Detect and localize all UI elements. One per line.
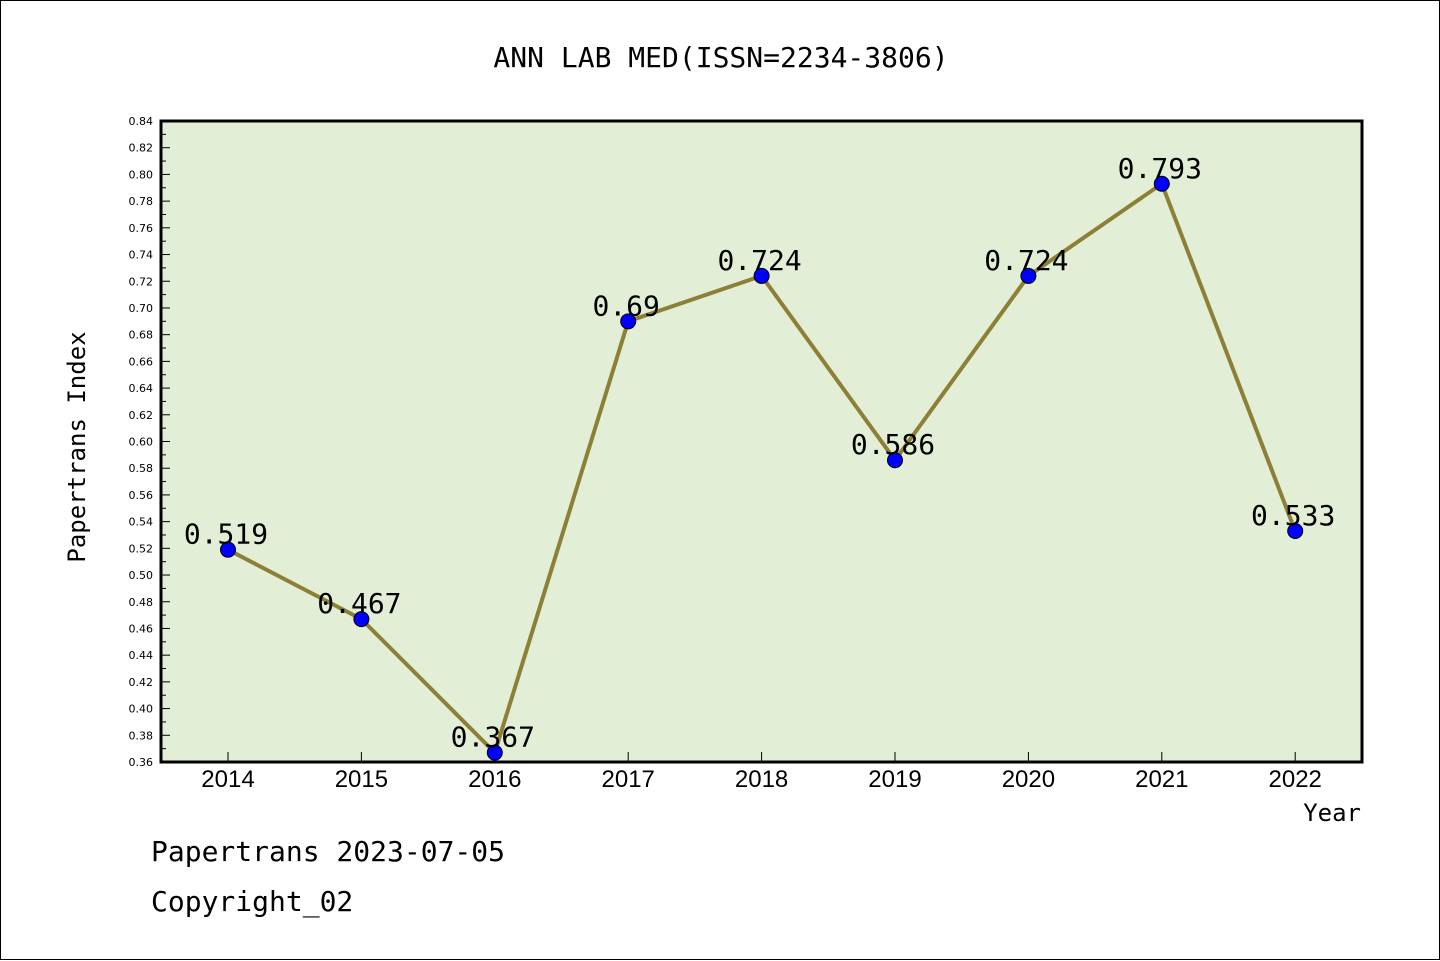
data-point	[486, 744, 503, 761]
data-label: 0.467	[317, 587, 401, 620]
y-tick-label: 0.62	[129, 409, 154, 422]
y-tick-label: 0.36	[129, 756, 154, 769]
footer-copyright: Copyright_02	[151, 885, 354, 918]
data-label: 0.533	[1251, 499, 1335, 532]
x-tick-label: 2018	[735, 766, 788, 793]
series-papertrans-index: 0.519 0.467 0.367 0.69 0.724 0.586 0.724 0.793 0…	[184, 152, 1335, 761]
y-tick-label: 0.68	[129, 329, 154, 342]
x-tick-label: 2015	[335, 766, 388, 793]
y-tick-label: 0.48	[129, 596, 154, 609]
chart-title: ANN LAB MED(ISSN=2234-3806)	[493, 41, 948, 74]
y-tick-label: 0.52	[129, 542, 154, 555]
y-tick-label: 0.78	[129, 195, 154, 208]
x-axis-label: Year	[1303, 799, 1361, 827]
data-point	[220, 541, 236, 558]
data-label: 0.367	[451, 721, 535, 754]
x-tick-label: 2016	[468, 766, 521, 793]
data-label: 0.724	[984, 244, 1068, 277]
x-tick-label: 2021	[1135, 766, 1188, 793]
y-tick-label: 0.82	[129, 142, 154, 155]
y-tick-label: 0.74	[129, 249, 154, 262]
y-tick-label: 0.64	[129, 382, 154, 395]
data-point	[1153, 175, 1170, 192]
y-tick-label: 0.58	[129, 462, 154, 475]
y-tick-label: 0.42	[129, 676, 154, 689]
data-label: 0.586	[851, 428, 935, 461]
x-tick-label: 2019	[868, 766, 921, 793]
x-tick-label: 2017	[602, 766, 655, 793]
data-point	[753, 267, 770, 284]
footer-date: Papertrans 2023-07-05	[151, 835, 506, 868]
y-tick-label: 0.38	[129, 729, 154, 742]
y-tick-label: 0.40	[129, 703, 154, 716]
y-tick-label: 0.60	[129, 436, 154, 449]
data-label: 0.724	[717, 244, 801, 277]
y-tick-label: 0.50	[129, 569, 154, 582]
y-tick-label: 0.76	[129, 222, 154, 235]
data-label: 0.69	[592, 289, 659, 322]
data-point	[353, 611, 370, 628]
x-axis: 2014 2015 2016 2017 2018 2019 2020 2021 2022	[201, 752, 1322, 793]
data-point	[887, 452, 903, 469]
y-axis: 0.36 0.38 0.40 0.42 0.44 0.46 0.48 0.50 0.52 0.54…	[129, 115, 170, 769]
data-label: 0.519	[184, 518, 268, 551]
data-point	[1287, 522, 1304, 539]
y-axis-label: Papertrans Index	[63, 331, 91, 562]
x-tick-label: 2014	[201, 766, 254, 793]
x-tick-label: 2020	[1002, 766, 1055, 793]
plot-area	[159, 119, 1364, 764]
y-tick-label: 0.56	[129, 489, 154, 502]
data-label: 0.793	[1118, 152, 1202, 185]
y-tick-label: 0.46	[129, 622, 154, 635]
y-tick-label: 0.70	[129, 302, 154, 315]
data-point	[620, 313, 637, 330]
y-tick-label: 0.80	[129, 168, 154, 181]
y-tick-label: 0.54	[129, 516, 154, 529]
x-tick-label: 2022	[1269, 766, 1322, 793]
y-tick-label: 0.66	[129, 355, 154, 368]
y-tick-label: 0.44	[129, 649, 154, 662]
data-point	[1020, 267, 1037, 284]
y-tick-label: 0.84	[129, 115, 154, 128]
y-tick-label: 0.72	[129, 275, 154, 288]
